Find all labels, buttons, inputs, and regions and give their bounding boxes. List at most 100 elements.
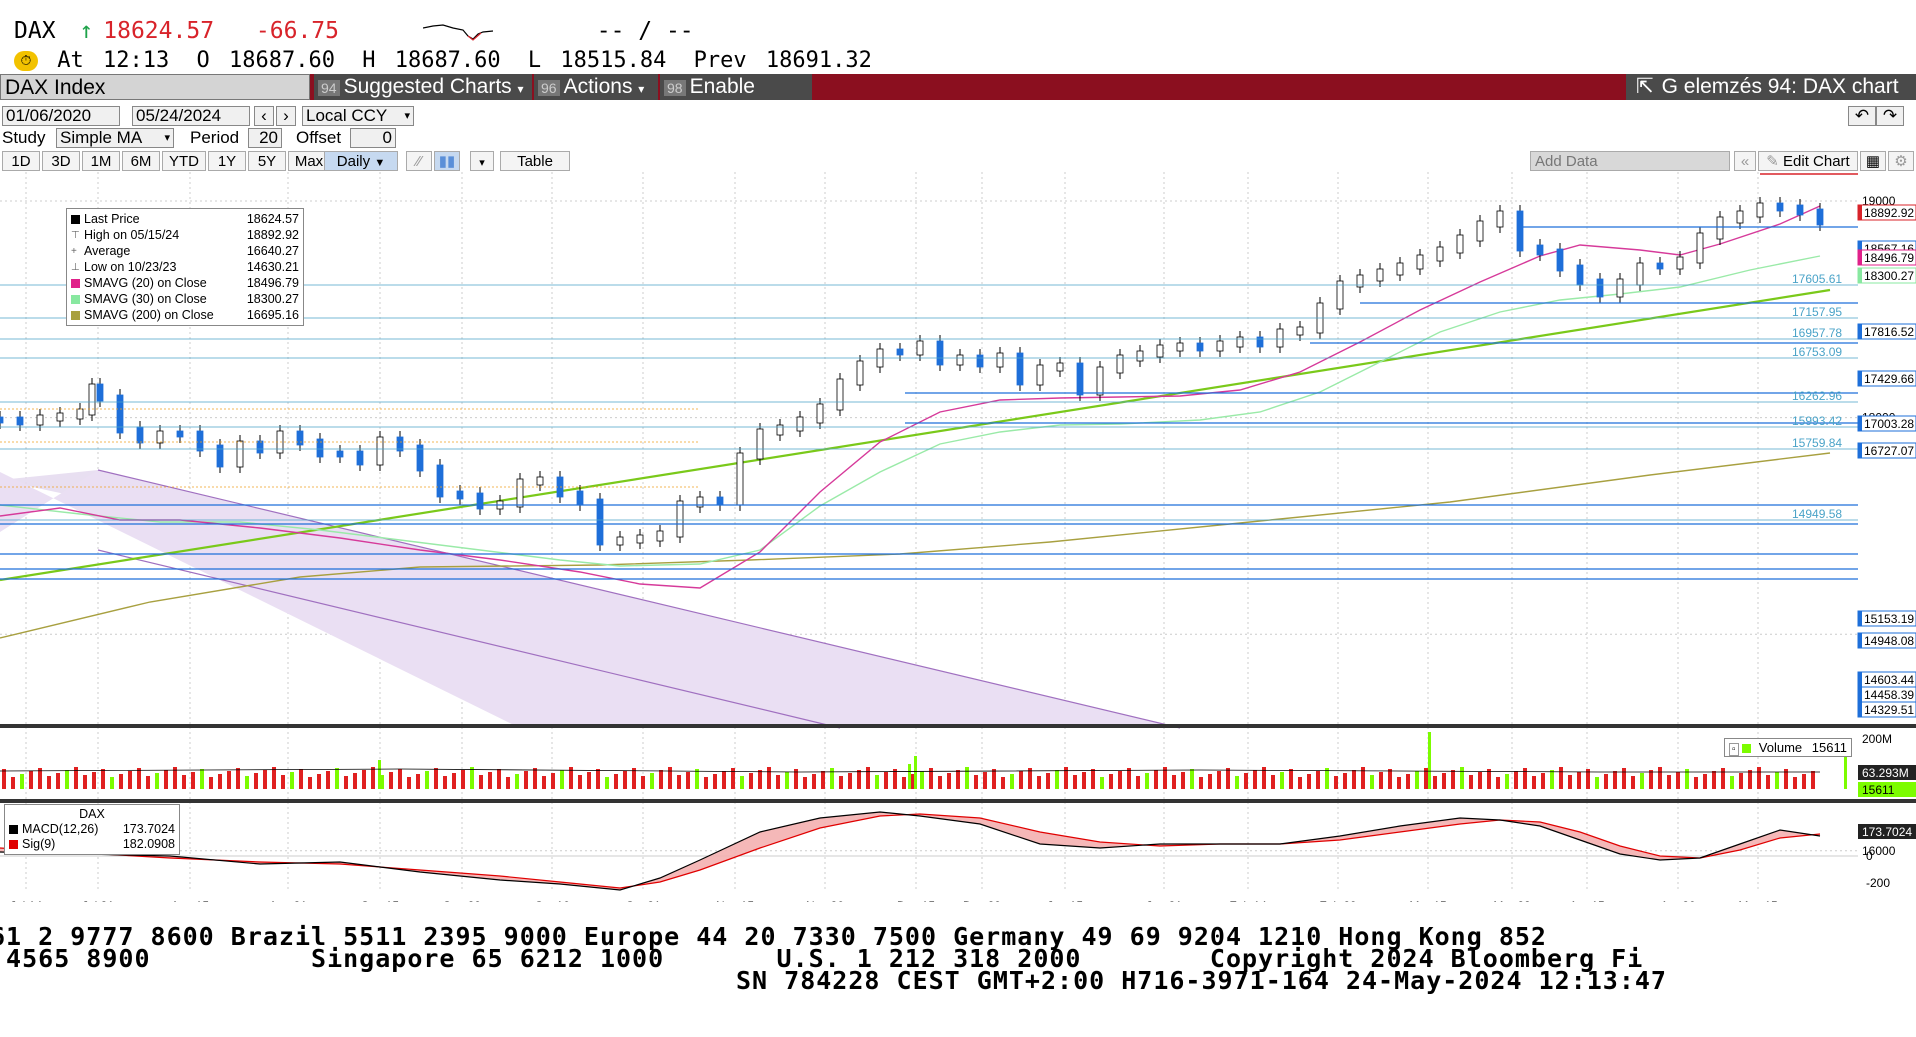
- legend-label: Low on 10/23/23: [84, 260, 177, 274]
- volume-bar: [1568, 775, 1572, 789]
- volume-bar: [209, 777, 213, 789]
- range-button-1m[interactable]: 1M: [82, 151, 120, 171]
- edit-chart-button[interactable]: ✎ Edit Chart: [1758, 151, 1858, 171]
- price-tag: 14458.39: [1857, 686, 1916, 703]
- chevron-down-icon: ▾: [164, 132, 170, 144]
- redo-button[interactable]: ↷: [1876, 106, 1904, 126]
- candle-body: [1116, 354, 1124, 374]
- candle-body: [1796, 204, 1804, 216]
- candle-body: [296, 430, 304, 446]
- sma30-line: [0, 255, 1821, 567]
- price-tag-marker: [1858, 633, 1862, 648]
- range-button-1d[interactable]: 1D: [2, 151, 40, 171]
- frequency-select[interactable]: Daily ▼: [324, 151, 398, 171]
- candle-body: [96, 383, 104, 402]
- candle-style-button[interactable]: ▮▮: [434, 151, 460, 171]
- volume-spike: [914, 756, 917, 789]
- macd-tag-label: 173.7024: [1862, 825, 1912, 839]
- volume-bar: [434, 768, 438, 789]
- chart-title[interactable]: ⇱ G elemzés 94: DAX chart: [1626, 74, 1916, 100]
- chart-title-label: G elemzés 94: DAX chart: [1661, 75, 1899, 98]
- candle-body: [1136, 350, 1144, 362]
- range-button-3d[interactable]: 3D: [42, 151, 80, 171]
- volume-bar: [200, 769, 204, 789]
- candle-body: [976, 354, 984, 368]
- period-field[interactable]: 20: [248, 128, 282, 148]
- chevron-down-icon: ▼: [374, 157, 386, 169]
- legend-swatch: ⊤: [71, 230, 80, 242]
- offset-label: Offset: [296, 128, 342, 147]
- suggested-charts-label: Suggested Charts: [343, 75, 512, 98]
- volume-bar: [1424, 768, 1428, 789]
- end-date-field[interactable]: 05/24/2024: [132, 106, 250, 126]
- currency-select[interactable]: Local CCY ▾: [302, 106, 414, 126]
- range-button-max[interactable]: Max: [288, 151, 330, 171]
- net-change: -66.75: [255, 18, 339, 44]
- volume-bar: [1262, 767, 1266, 789]
- undo-button[interactable]: ↶: [1848, 106, 1876, 126]
- volume-bar: [1217, 771, 1221, 789]
- fib-label: 16262.96: [1792, 389, 1842, 403]
- candle-body: [1696, 232, 1704, 264]
- candle-body: [156, 430, 164, 444]
- legend-swatch: +: [71, 246, 77, 258]
- legend-value: 18624.57: [246, 212, 299, 226]
- volume-bar: [65, 770, 69, 789]
- line-style-button[interactable]: ⁄⁄: [406, 151, 432, 171]
- volume-bar: [1019, 771, 1023, 789]
- range-button-1y[interactable]: 1Y: [208, 151, 246, 171]
- volume-bar: [740, 776, 744, 789]
- legend-label: SMAVG (20) on Close: [84, 276, 207, 290]
- volume-bar: [974, 775, 978, 789]
- collapse-button[interactable]: «: [1734, 151, 1756, 171]
- volume-bar: [281, 775, 285, 789]
- suggested-charts-button[interactable]: 94 Suggested Charts ▾: [314, 74, 532, 100]
- security-field[interactable]: DAX Index: [0, 74, 310, 100]
- enable-save-button[interactable]: 98 Enable Save: [660, 74, 812, 125]
- volume-tag-label: 15611: [1862, 783, 1895, 797]
- legend-expand-icon[interactable]: ▫: [1729, 743, 1739, 756]
- volume-bar: [830, 768, 834, 789]
- x-tick-label: Aug 31: [269, 899, 307, 902]
- volume-bar: [1730, 776, 1734, 789]
- next-period-button[interactable]: ›: [276, 106, 296, 126]
- add-data-input[interactable]: Add Data: [1530, 151, 1730, 171]
- macd-line: [0, 811, 1821, 891]
- up-arrow-icon: ↑: [79, 18, 94, 44]
- volume-bar: [1802, 774, 1806, 789]
- start-date-field[interactable]: 01/06/2020: [2, 106, 120, 126]
- legend-row: Last Price 18624.57: [71, 211, 299, 227]
- study-select[interactable]: Simple MA ▾: [56, 128, 174, 148]
- range-button-6m[interactable]: 6M: [122, 151, 160, 171]
- price-tag-marker: [1858, 205, 1862, 220]
- candle-body: [1596, 278, 1604, 298]
- candle-body: [336, 450, 344, 458]
- last-price: 18624.57: [103, 18, 215, 44]
- price-tag: 16727.07: [1857, 442, 1916, 459]
- candle-body: [756, 428, 764, 460]
- volume-bar: [83, 775, 87, 789]
- candle-body: [56, 412, 64, 422]
- style-menu-button[interactable]: ▾: [470, 151, 494, 171]
- candle-body: [736, 452, 744, 506]
- volume-bar: [965, 767, 969, 789]
- volume-bar: [1172, 775, 1176, 789]
- low-value: 18515.84: [560, 48, 667, 73]
- chart-settings-button[interactable]: ▦: [1860, 151, 1886, 171]
- range-button-ytd[interactable]: YTD: [162, 151, 206, 171]
- range-button-5y[interactable]: 5Y: [248, 151, 286, 171]
- volume-bar: [1460, 767, 1464, 789]
- price-tag-label: 14603.44: [1864, 673, 1914, 687]
- candle-body: [1476, 220, 1484, 242]
- actions-button[interactable]: 96 Actions ▾: [534, 74, 658, 100]
- volume-bar: [47, 776, 51, 789]
- table-button[interactable]: Table: [500, 151, 570, 171]
- offset-field[interactable]: 0: [350, 128, 396, 148]
- prev-period-button[interactable]: ‹: [254, 106, 274, 126]
- volume-label: Volume: [1758, 740, 1803, 755]
- candle-body: [956, 354, 964, 366]
- settings-button[interactable]: ⚙: [1888, 151, 1914, 171]
- volume-bar: [182, 775, 186, 789]
- volume-bar: [1721, 768, 1725, 789]
- chart-canvas[interactable]: 17605.61 17157.95 16957.78 16753.09 16262.96…: [0, 172, 1916, 902]
